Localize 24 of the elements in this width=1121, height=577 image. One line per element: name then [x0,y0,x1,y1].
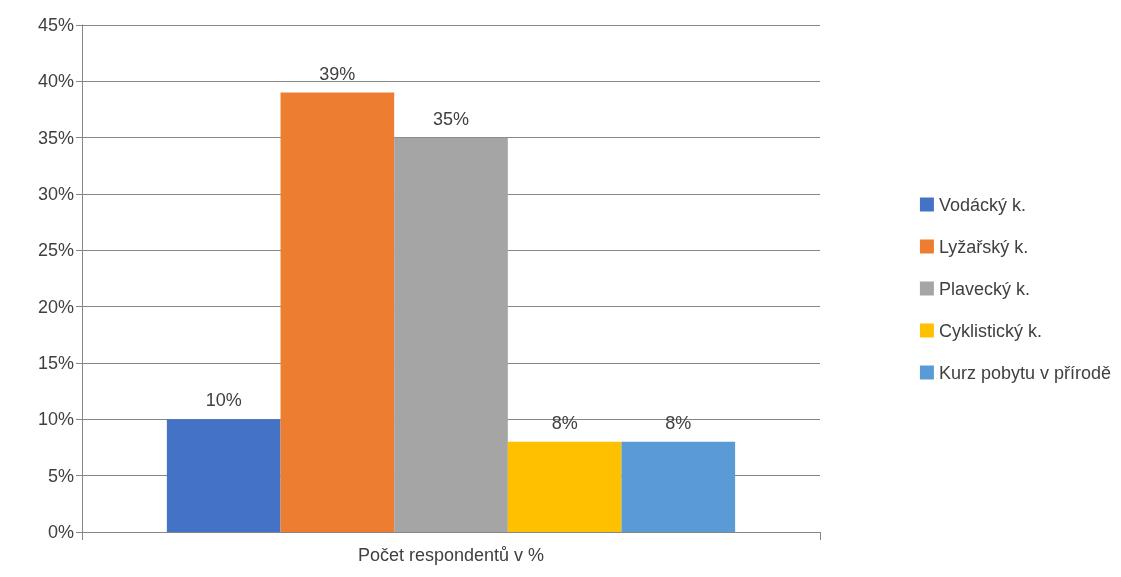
y-tick-label: 35% [37,127,74,148]
y-tick-label: 45% [37,15,74,35]
x-tick-label: Počet respondentů v % [357,545,545,565]
y-tick-label: 40% [37,71,74,92]
legend-label: Lyžařský k. [938,236,1029,257]
y-tick-label: 30% [37,184,74,204]
y-tick-label: 10% [37,409,74,430]
legend-label: Plavecký k. [938,278,1030,299]
data-label: 10% [205,390,242,411]
y-tick-label: 15% [37,353,74,373]
legend-label: Cyklistický k. [938,320,1042,341]
legend-label: Kurz pobytu v přírodě [938,362,1111,383]
y-tick-label: 25% [37,240,74,261]
y-tick-label: 20% [37,296,74,317]
bar [166,419,281,532]
bar [280,92,395,532]
data-label: 35% [432,108,470,129]
y-tick-label: 5% [47,465,74,486]
bar [507,441,622,532]
bar [394,137,508,532]
data-label: 39% [319,63,356,84]
bar [621,441,736,532]
y-tick-label: 0% [47,522,74,542]
legend-label: Vodácký k. [938,194,1026,215]
